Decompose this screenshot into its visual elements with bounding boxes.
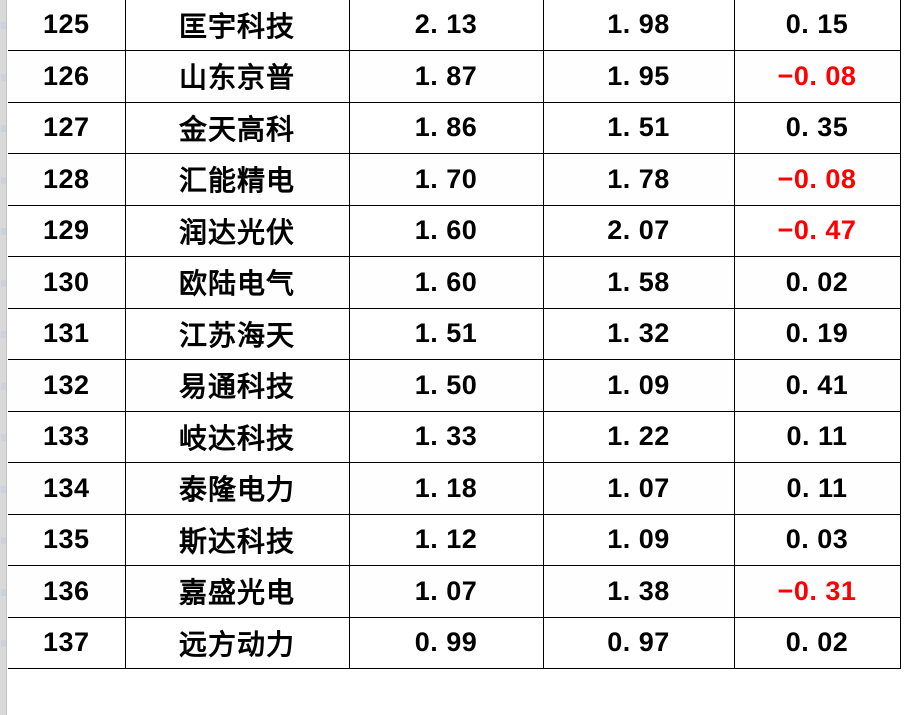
cell-value-1[interactable]: 1. 50 <box>349 359 544 412</box>
row-header-tick <box>1 588 6 596</box>
cell-rank-index[interactable]: 125 <box>8 0 126 51</box>
cell-rank-index[interactable]: 132 <box>8 359 126 412</box>
cell-rank-index[interactable]: 131 <box>8 308 126 360</box>
cell-company-name[interactable]: 山东京普 <box>125 50 350 103</box>
cell-difference[interactable]: −0. 47 <box>734 205 901 257</box>
cell-value-2[interactable]: 1. 09 <box>543 514 735 566</box>
cell-company-name[interactable]: 金天高科 <box>125 102 350 154</box>
table-row[interactable]: 129 润达光伏 1. 60 2. 07 −0. 47 <box>8 205 901 257</box>
cell-rank-index[interactable]: 129 <box>8 205 126 257</box>
row-header-tick <box>1 22 6 29</box>
cell-difference[interactable]: 0. 35 <box>734 102 901 154</box>
cell-difference[interactable]: 0. 03 <box>734 514 901 566</box>
cell-company-name[interactable]: 远方动力 <box>125 617 350 669</box>
cell-difference[interactable]: 0. 02 <box>734 256 901 309</box>
cell-value-1[interactable]: 1. 33 <box>349 411 544 463</box>
data-grid-container: 125 匡宇科技 2. 13 1. 98 0. 15 126 山东京普 1. 87 1. 95−… <box>8 0 906 715</box>
cell-difference[interactable]: −0. 08 <box>734 50 901 103</box>
cell-value-2[interactable]: 1. 98 <box>543 0 735 51</box>
table-row[interactable]: 135 斯达科技 1. 12 1. 09 0. 03 <box>8 514 901 566</box>
cell-value-1[interactable]: 1. 70 <box>349 153 544 206</box>
cell-rank-index[interactable]: 130 <box>8 256 126 309</box>
cell-difference[interactable]: 0. 41 <box>734 359 901 412</box>
table-body: 125 匡宇科技 2. 13 1. 98 0. 15 126 山东京普 1. 87 1. 95−… <box>8 0 901 669</box>
cell-difference[interactable]: 0. 11 <box>734 462 901 515</box>
cell-value-1[interactable]: 2. 13 <box>349 0 544 51</box>
cell-value-2[interactable]: 1. 38 <box>543 565 735 618</box>
cell-company-name[interactable]: 岐达科技 <box>125 411 350 463</box>
table-row[interactable]: 137 远方动力 0. 99 0. 97 0. 02 <box>8 617 901 669</box>
cell-value-2[interactable]: 1. 22 <box>543 411 735 463</box>
table-row[interactable]: 130 欧陆电气 1. 60 1. 58 0. 02 <box>8 256 901 309</box>
row-header-tick <box>1 434 6 441</box>
cell-value-2[interactable]: 0. 97 <box>543 617 735 669</box>
cell-company-name[interactable]: 江苏海天 <box>125 308 350 360</box>
row-header-tick <box>1 485 6 493</box>
table-row[interactable]: 131 江苏海天 1. 51 1. 32 0. 19 <box>8 308 901 360</box>
cell-value-1[interactable]: 0. 99 <box>349 617 544 669</box>
cell-value-1[interactable]: 1. 86 <box>349 102 544 154</box>
row-header-tick <box>1 125 6 132</box>
cell-rank-index[interactable]: 127 <box>8 102 126 154</box>
cell-value-2[interactable]: 1. 78 <box>543 153 735 206</box>
cell-company-name[interactable]: 欧陆电气 <box>125 256 350 309</box>
cell-value-2[interactable]: 1. 09 <box>543 359 735 412</box>
cell-value-2[interactable]: 1. 51 <box>543 102 735 154</box>
row-header-tick <box>1 331 6 338</box>
row-header-tick <box>1 537 6 544</box>
cell-company-name[interactable]: 汇能精电 <box>125 153 350 206</box>
row-header-gutter[interactable] <box>0 0 7 715</box>
cell-rank-index[interactable]: 128 <box>8 153 126 206</box>
cell-difference[interactable]: −0. 08 <box>734 153 901 206</box>
row-header-tick <box>1 176 6 184</box>
cell-value-1[interactable]: 1. 18 <box>349 462 544 515</box>
cell-difference[interactable]: −0. 31 <box>734 565 901 618</box>
cell-value-2[interactable]: 1. 32 <box>543 308 735 360</box>
cell-difference[interactable]: 0. 02 <box>734 617 901 669</box>
cell-difference[interactable]: 0. 19 <box>734 308 901 360</box>
cell-value-1[interactable]: 1. 60 <box>349 205 544 257</box>
cell-company-name[interactable]: 匡宇科技 <box>125 0 350 51</box>
row-header-tick <box>1 228 6 235</box>
cell-value-2[interactable]: 1. 95 <box>543 50 735 103</box>
cell-company-name[interactable]: 泰隆电力 <box>125 462 350 515</box>
cell-value-2[interactable]: 1. 58 <box>543 256 735 309</box>
table-row[interactable]: 126 山东京普 1. 87 1. 95 −0. 08 <box>8 50 901 103</box>
cell-company-name[interactable]: 嘉盛光电 <box>125 565 350 618</box>
cell-value-1[interactable]: 1. 51 <box>349 308 544 360</box>
cell-value-1[interactable]: 1. 07 <box>349 565 544 618</box>
row-header-tick <box>1 382 6 390</box>
cell-value-1[interactable]: 1. 87 <box>349 50 544 103</box>
cell-rank-index[interactable]: 126 <box>8 50 126 103</box>
data-table: 125 匡宇科技 2. 13 1. 98 0. 15 126 山东京普 1. 87 1. 95−… <box>8 0 901 669</box>
table-row[interactable]: 132 易通科技 1. 50 1. 09 0. 41 <box>8 359 901 412</box>
table-row[interactable]: 128 汇能精电 1. 70 1. 78 −0. 08 <box>8 153 901 206</box>
table-row[interactable]: 125 匡宇科技 2. 13 1. 98 0. 15 <box>8 0 901 51</box>
cell-value-2[interactable]: 1. 07 <box>543 462 735 515</box>
cell-rank-index[interactable]: 137 <box>8 617 126 669</box>
cell-company-name[interactable]: 润达光伏 <box>125 205 350 257</box>
table-row[interactable]: 136 嘉盛光电 1. 07 1. 38 −0. 31 <box>8 565 901 618</box>
table-row[interactable]: 134 泰隆电力 1. 18 1. 07 0. 11 <box>8 462 901 515</box>
cell-difference[interactable]: 0. 11 <box>734 411 901 463</box>
table-row[interactable]: 133 岐达科技 1. 33 1. 22 0. 11 <box>8 411 901 463</box>
row-header-tick <box>1 279 6 287</box>
table-row[interactable]: 127 金天高科 1. 86 1. 51 0. 35 <box>8 102 901 154</box>
cell-company-name[interactable]: 易通科技 <box>125 359 350 412</box>
cell-value-1[interactable]: 1. 12 <box>349 514 544 566</box>
cell-rank-index[interactable]: 135 <box>8 514 126 566</box>
cell-value-1[interactable]: 1. 60 <box>349 256 544 309</box>
cell-company-name[interactable]: 斯达科技 <box>125 514 350 566</box>
cell-rank-index[interactable]: 134 <box>8 462 126 515</box>
cell-difference[interactable]: 0. 15 <box>734 0 901 51</box>
row-header-tick <box>1 73 6 81</box>
cell-rank-index[interactable]: 136 <box>8 565 126 618</box>
cell-value-2[interactable]: 2. 07 <box>543 205 735 257</box>
row-header-tick <box>1 640 6 647</box>
cell-rank-index[interactable]: 133 <box>8 411 126 463</box>
